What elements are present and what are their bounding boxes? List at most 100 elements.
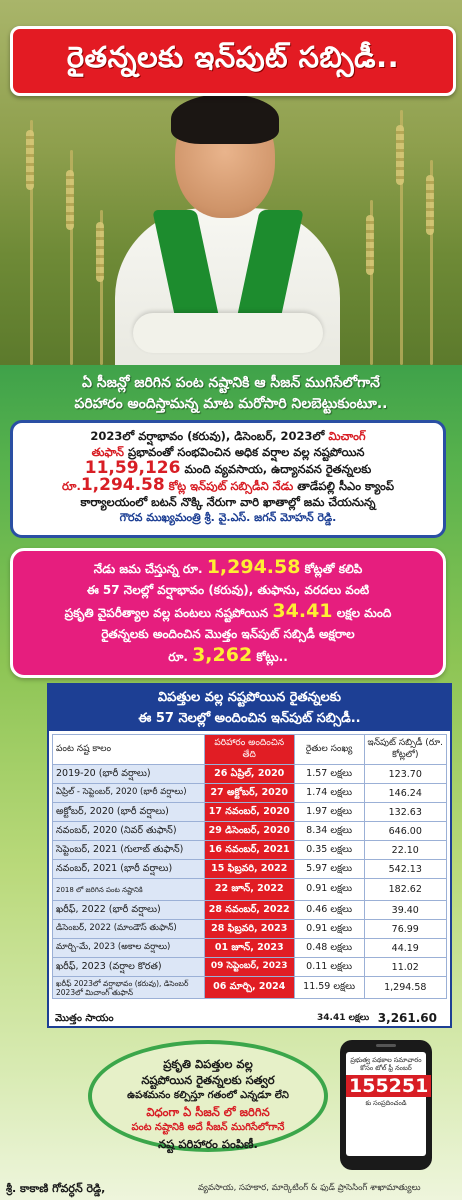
cell-amount: 123.70 — [363, 764, 448, 784]
cell-count: 1.74 లక్షలు — [293, 783, 365, 803]
table-row: ఏప్రిల్ - సెప్టెంబర్, 2020 (భారీ వర్షాలు… — [52, 783, 448, 803]
table-row: ఖరీఫ్ 2023లో వర్షాభావం (కరువు), డిసెంబర్… — [52, 976, 448, 999]
cell-date: 17 నవంబర్, 2020 — [203, 802, 295, 822]
table-row: నవంబర్, 2020 (నివర్ తుఫాన్) 29 డిసెంబర్, … — [52, 821, 448, 841]
announcement-line-6: గౌరవ ముఖ్యమంత్రి శ్రీ. వై.ఎస్. జగన్ మోహన… — [119, 511, 337, 524]
tagline-line-1: ఏ సీజన్లో జరిగిన పంట నష్టానికి ఆ సీజన్ మ… — [82, 375, 380, 391]
chief-minister-portrait — [115, 94, 340, 365]
total-label: మొత్తం సాయం — [55, 1013, 114, 1024]
total-line-5: రూ. 3,262 కోట్లు.. — [168, 644, 288, 666]
helpline-subtext: కు సంప్రదించండి — [365, 1099, 407, 1107]
header-subsidy-amount: ఇన్‌పుట్ సబ్సిడీ (రూ. కోట్లలో) — [363, 734, 448, 765]
table-row: సెప్టెంబర్, 2021 (గులాబ్ తుఫాన్) 16 నవంబర… — [52, 840, 448, 860]
announcement-line-1: 2023లో వర్షాభావం (కరువు), డిసెంబర్, 2023… — [90, 429, 366, 443]
cell-period: అక్టోబర్, 2020 (భారీ వర్షాలు) — [52, 802, 205, 822]
helpline-number: 155251 — [346, 1075, 432, 1097]
subsidy-table: పంట నష్ట కాలం పరిహారం అందించిన తేది రైతు… — [52, 734, 448, 999]
phone-speaker — [376, 1044, 396, 1047]
cell-amount: 11.02 — [363, 957, 448, 977]
table-row: మార్చి-మే, 2023 (అకాల వర్షాలు) 01 జూన్, 2… — [52, 938, 448, 958]
cell-date: 06 మార్చి, 2024 — [203, 976, 295, 999]
cell-period: ఖరీఫ్, 2023 (వర్షాల కొరత) — [52, 957, 205, 977]
table-title: విపత్తుల వల్ల నష్టపోయిన రైతన్నలకు ఈ 57 న… — [49, 685, 450, 731]
table-row: ఖరీఫ్, 2022 (భారీ వర్షాలు) 28 నవంబర్, 202… — [52, 900, 448, 920]
cell-date: 29 డిసెంబర్, 2020 — [203, 821, 295, 841]
announcement-line-2: తుఫాన్ ప్రభావంతో సంభవించిన అధిక వర్షాల వ… — [91, 445, 365, 459]
table-row: 2018 లో జరిగిన పంట నష్టానికి 22 జూన్, 202… — [52, 878, 448, 901]
cell-date: 26 ఏప్రిల్, 2020 — [203, 764, 295, 784]
cell-count: 0.11 లక్షలు — [293, 957, 365, 977]
cell-period: నవంబర్, 2021 (భారీ వర్షాలు) — [52, 859, 205, 879]
table-title-line-2: ఈ 57 నెలల్లో అందించిన ఇన్‌పుట్ సబ్సిడీ.. — [138, 711, 361, 726]
cell-count: 0.35 లక్షలు — [293, 840, 365, 860]
cell-period: నవంబర్, 2020 (నివర్ తుఫాన్) — [52, 821, 205, 841]
cell-count: 1.97 లక్షలు — [293, 802, 365, 822]
announcement-line-5: కార్యాలయంలో బటన్ నొక్కి నేరుగా వారి ఖాతా… — [80, 495, 376, 509]
table-row: అక్టోబర్, 2020 (భారీ వర్షాలు) 17 నవంబర్, … — [52, 802, 448, 822]
oval-line-4: విధంగా ఏ సీజన్ లో జరిగిన — [146, 1105, 270, 1119]
cell-period: 2019-20 (భారీ వర్షాలు) — [52, 764, 205, 784]
cell-count: 0.91 లక్షలు — [293, 919, 365, 939]
cell-period: ఖరీఫ్, 2022 (భారీ వర్షాలు) — [52, 900, 205, 920]
table-title-line-1: విపత్తుల వల్ల నష్టపోయిన రైతన్నలకు — [157, 690, 342, 705]
total-line-2: ఈ 57 నెలల్లో వర్షాభావం (కరువు), తుఫాను, … — [86, 583, 370, 597]
helpline-text: ప్రభుత్వ పథకాల సమాచారం కోసం టోల్ ఫ్రీ నం… — [350, 1056, 422, 1072]
cell-amount: 542.13 — [363, 859, 448, 879]
cell-amount: 646.00 — [363, 821, 448, 841]
table-row: 2019-20 (భారీ వర్షాలు) 26 ఏప్రిల్, 2020 1.… — [52, 764, 448, 784]
oval-line-5: పంట నష్టానికి అదే సీజన్ ముగిసేలోగానే — [131, 1122, 285, 1133]
cell-period: ఏప్రిల్ - సెప్టెంబర్, 2020 (భారీ వర్షాలు… — [52, 783, 205, 803]
cell-date: 15 ఫిబ్రవరి, 2022 — [203, 859, 295, 879]
cell-count: 0.91 లక్షలు — [293, 878, 365, 901]
header-loss-period: పంట నష్ట కాలం — [52, 734, 205, 765]
total-line-4: రైతన్నలకు అందించిన మొత్తం ఇన్‌పుట్ సబ్సి… — [101, 627, 355, 641]
table-row: డిసెంబర్, 2022 (మాండౌస్ తుఫాన్) 28 ఫిబ్రవ… — [52, 919, 448, 939]
announcement-line-3: 11,59,126 మంది వ్యవసాయ, ఉద్యానవన రైతన్నల… — [84, 458, 372, 478]
cell-amount: 39.40 — [363, 900, 448, 920]
helpline-phone: ప్రభుత్వ పథకాల సమాచారం కోసం టోల్ ఫ్రీ నం… — [340, 1040, 432, 1170]
tagline-line-2: పరిహారం అందిస్తామన్న మాట మరోసారి నిలబెట్… — [74, 396, 388, 412]
cell-date: 28 నవంబర్, 2022 — [203, 900, 295, 920]
cell-amount: 22.10 — [363, 840, 448, 860]
relief-message-oval: ప్రకృతి విపత్తుల వల్ల నష్టపోయిన రైతన్నలక… — [88, 1040, 328, 1152]
oval-line-1: ప్రకృతి విపత్తుల వల్ల — [163, 1057, 253, 1071]
header-payment-date: పరిహారం అందించిన తేది — [203, 734, 295, 765]
cell-amount: 76.99 — [363, 919, 448, 939]
cell-amount: 44.19 — [363, 938, 448, 958]
table-total-row: మొత్తం సాయం 34.41 లక్షలు 3,261.60 — [52, 1011, 447, 1027]
cell-amount: 1,294.58 — [363, 976, 448, 999]
cell-date: 16 నవంబర్, 2021 — [203, 840, 295, 860]
cell-amount: 132.63 — [363, 802, 448, 822]
cell-count: 11.59 లక్షలు — [293, 976, 365, 999]
total-subsidy-amount: 3,261.60 — [377, 1011, 437, 1025]
total-farmer-count: 34.41 లక్షలు — [317, 1013, 370, 1023]
cell-period: 2018 లో జరిగిన పంట నష్టానికి — [52, 878, 205, 901]
minister-name: శ్రీ. కాకాణి గోవర్ధన్ రెడ్డి, — [6, 1182, 106, 1195]
cell-count: 0.48 లక్షలు — [293, 938, 365, 958]
cell-date: 01 జూన్, 2023 — [203, 938, 295, 958]
cell-period: డిసెంబర్, 2022 (మాండౌస్ తుఫాన్) — [52, 919, 205, 939]
table-row: నవంబర్, 2021 (భారీ వర్షాలు) 15 ఫిబ్రవరి, … — [52, 859, 448, 879]
cell-date: 09 సెప్టెంబర్, 2023 — [203, 957, 295, 977]
cell-count: 5.97 లక్షలు — [293, 859, 365, 879]
cell-period: మార్చి-మే, 2023 (అకాల వర్షాలు) — [52, 938, 205, 958]
cell-count: 1.57 లక్షలు — [293, 764, 365, 784]
phone-screen: ప్రభుత్వ పథకాల సమాచారం కోసం టోల్ ఫ్రీ నం… — [346, 1052, 432, 1156]
total-line-3: ప్రకృతి వైపరీత్యాల వల్ల పంటలు నష్టపోయిన … — [64, 600, 392, 622]
announcement-line-4: రూ.1,294.58 కోట్ల ఇన్‌పుట్ సబ్సిడీని నేడ… — [61, 475, 395, 495]
cell-count: 0.46 లక్షలు — [293, 900, 365, 920]
minister-role: వ్యవసాయ, సహకార, మార్కెటింగ్ & ఫుడ్ ప్రాస… — [198, 1183, 421, 1193]
total-subsidy-box: నేడు జమ చేస్తున్న రూ. 1,294.58 కోట్లతో క… — [10, 548, 446, 678]
cell-date: 27 అక్టోబర్, 2020 — [203, 783, 295, 803]
subsidy-table-block: విపత్తుల వల్ల నష్టపోయిన రైతన్నలకు ఈ 57 న… — [47, 683, 452, 1028]
cell-period: ఖరీఫ్ 2023లో వర్షాభావం (కరువు), డిసెంబర్… — [52, 976, 205, 999]
cell-amount: 182.62 — [363, 878, 448, 901]
oval-line-2: నష్టపోయిన రైతన్నలకు సత్వర — [141, 1073, 275, 1087]
oval-line-6: నష్ట పరిహారం పంపిణీ. — [158, 1137, 258, 1151]
cell-date: 22 జూన్, 2022 — [203, 878, 295, 901]
cell-date: 28 ఫిబ్రవరి, 2023 — [203, 919, 295, 939]
oval-line-3: ఉపశమనం కల్పిస్తూ గతంలో ఎన్నడూ లేని — [127, 1090, 289, 1101]
table-row: ఖరీఫ్, 2023 (వర్షాల కొరత) 09 సెప్టెంబర్, … — [52, 957, 448, 977]
header-farmer-count: రైతుల సంఖ్య — [293, 734, 365, 765]
